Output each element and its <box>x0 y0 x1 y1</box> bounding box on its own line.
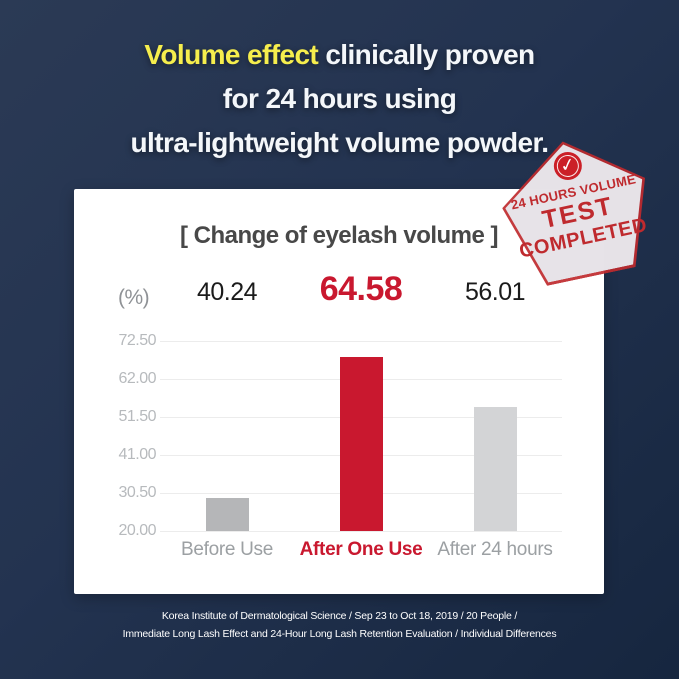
value-label-before-use: 40.24 <box>196 278 258 306</box>
caption-line-1: Korea Institute of Dermatological Scienc… <box>161 610 518 622</box>
title-line-3: ultra-lightweight volume powder. <box>130 127 550 158</box>
y-axis: 72.50 62.00 51.50 41.00 30.50 20.00 <box>98 332 156 539</box>
plot-area <box>160 341 562 532</box>
title-line-2: for 24 hours using <box>222 83 457 114</box>
bar-after-24-hours <box>473 406 517 531</box>
chart-card: [ Change of eyelash volume ] (%) 40.24 6… <box>74 189 604 594</box>
y-tick: 41.00 <box>118 446 156 463</box>
test-completed-stamp: ✓ 24 HOURS VOLUME TEST COMPLETED <box>491 126 663 291</box>
y-tick: 20.00 <box>118 522 156 539</box>
study-source-caption: Korea Institute of Dermatological Scienc… <box>0 607 679 643</box>
caption-line-2: Immediate Long Lash Effect and 24-Hour L… <box>122 628 557 640</box>
y-tick: 62.00 <box>118 370 156 387</box>
category-after-24-hours: After 24 hours <box>437 539 553 560</box>
category-before-use: Before Use <box>180 539 274 560</box>
gridline <box>160 341 562 342</box>
y-tick: 72.50 <box>118 332 156 349</box>
title-highlight: Volume effect <box>144 39 319 70</box>
check-icon: ✓ <box>551 149 585 183</box>
value-label-after-24-hours: 56.01 <box>464 278 526 306</box>
gridline <box>160 531 562 532</box>
bar-after-one-use <box>339 356 383 531</box>
title-rest: clinically proven <box>318 39 535 70</box>
value-label-after-one-use: 64.58 <box>319 270 403 308</box>
page-title: Volume effect clinically proven for 24 h… <box>0 33 679 165</box>
bar-before-use <box>205 498 249 531</box>
title-line-1: Volume effect clinically proven <box>0 33 679 77</box>
value-labels-row: 40.24 64.58 56.01 <box>160 271 562 310</box>
bars-group <box>160 341 562 531</box>
chart-title: [ Change of eyelash volume ] <box>179 222 499 249</box>
category-after-one-use: After One Use <box>299 539 423 560</box>
y-tick: 30.50 <box>118 484 156 501</box>
y-tick: 51.50 <box>118 408 156 425</box>
x-axis-labels: Before Use After One Use After 24 hours <box>160 539 562 561</box>
unit-label: (%) <box>118 286 150 309</box>
